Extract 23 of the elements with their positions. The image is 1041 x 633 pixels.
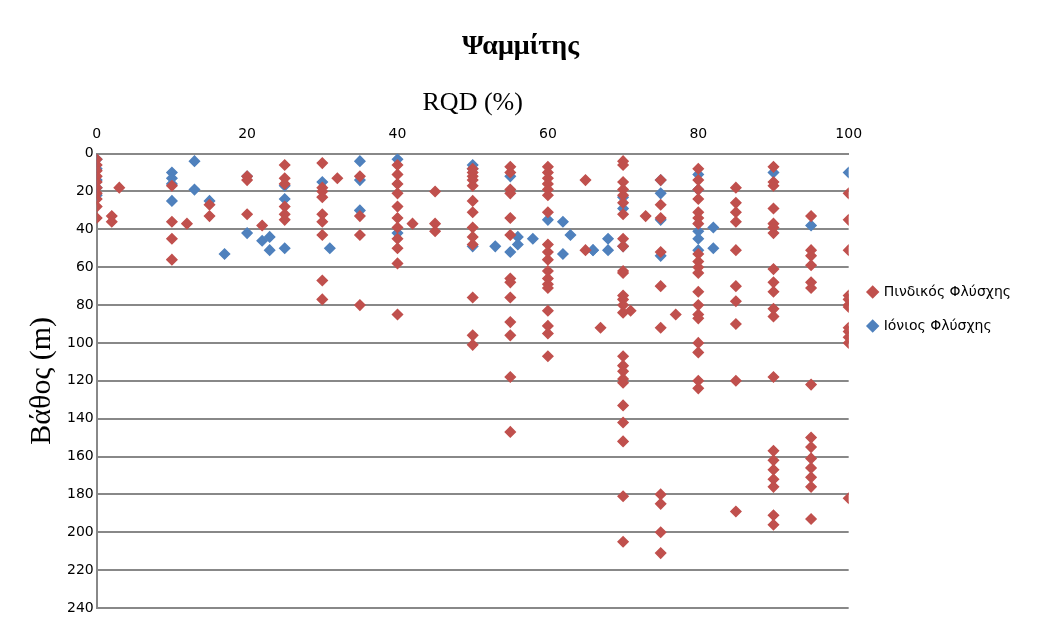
- y-tick-label: 0: [84, 144, 94, 161]
- x-tick-label: 40: [388, 124, 407, 141]
- x-tick-label: 60: [538, 124, 557, 141]
- y-tick-label: 240: [66, 598, 94, 615]
- y-axis-title: Βάθος (m): [22, 316, 57, 445]
- y-tick-label: 40: [75, 219, 94, 236]
- y-tick-label: 200: [66, 522, 94, 539]
- chart-title: Ψαμμίτης: [462, 29, 581, 61]
- y-tick-label: 80: [75, 295, 94, 312]
- x-tick-label: 20: [238, 124, 257, 141]
- y-tick-label: 60: [75, 257, 94, 274]
- y-tick-label: 120: [66, 371, 94, 388]
- y-tick-label: 140: [66, 409, 94, 426]
- legend-label: Ιόνιος Φλύσχης: [883, 316, 992, 333]
- x-axis-title: RQD (%): [422, 87, 523, 117]
- legend-label: Πινδικός Φλύσχης: [883, 282, 1011, 299]
- y-tick-label: 20: [75, 182, 94, 199]
- y-tick-label: 100: [66, 333, 94, 350]
- x-tick-label: 100: [835, 124, 863, 141]
- y-tick-label: 160: [66, 447, 94, 464]
- x-tick-label: 80: [689, 124, 708, 141]
- y-tick-label: 220: [66, 560, 94, 577]
- y-tick-label: 180: [66, 485, 94, 502]
